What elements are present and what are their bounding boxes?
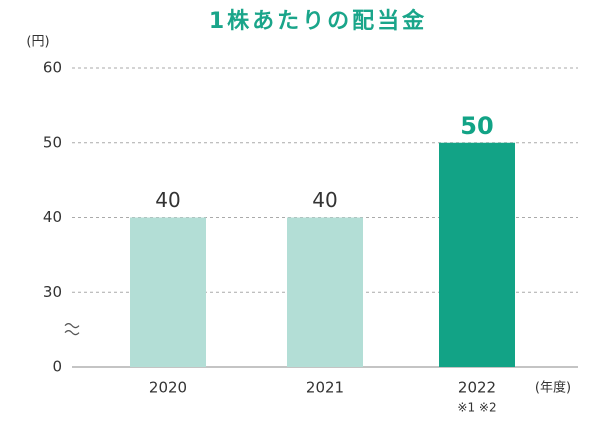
x-tick-label: 2021 [306, 379, 344, 397]
chart-title: 1株あたりの配当金 [209, 8, 427, 34]
x-tick-label: 2020 [149, 379, 187, 397]
bar [439, 142, 515, 367]
axis-break [64, 330, 80, 336]
y-unit: (円) [26, 35, 49, 50]
value-label: 40 [155, 188, 180, 212]
x-unit: (年度) [535, 380, 571, 396]
value-label: 50 [460, 112, 493, 140]
y-tick-label: 60 [43, 59, 62, 77]
x-tick-label: 2022 [458, 379, 496, 397]
y-tick-label: 30 [43, 283, 62, 301]
bar [130, 217, 206, 367]
y-tick-label: 50 [43, 133, 62, 151]
y-tick-label: 40 [43, 208, 62, 226]
bar [287, 217, 363, 367]
category-note: ※1 ※2 [457, 401, 496, 415]
y-tick-label: 0 [52, 358, 62, 376]
axis-break [64, 323, 80, 329]
value-label: 40 [312, 188, 337, 212]
